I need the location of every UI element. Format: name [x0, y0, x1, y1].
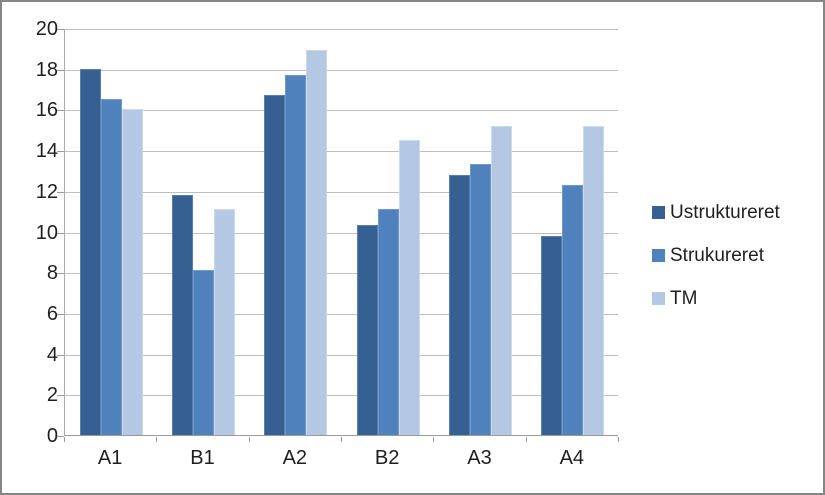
- y-tick-label: 6: [46, 302, 58, 325]
- x-category-label-A1: A1: [97, 447, 123, 469]
- x-category-label-A3: A3: [467, 447, 492, 469]
- bar-B1-Strukureret: [193, 270, 214, 435]
- y-tick-mark: [57, 273, 64, 275]
- y-tick-label: 4: [46, 343, 58, 366]
- bar-A3-TM: [491, 125, 512, 435]
- y-tick-label: 0: [46, 425, 58, 447]
- y-tick-mark: [57, 69, 64, 71]
- y-tick-label: 8: [46, 262, 58, 285]
- gridline-14: [65, 151, 618, 153]
- x-tick-mark: [433, 437, 435, 442]
- y-tick-mark: [57, 354, 64, 356]
- legend-label: Ustruktureret: [670, 201, 780, 223]
- bar-A1-TM: [121, 109, 143, 435]
- x-tick-mark: [156, 437, 158, 442]
- bar-A3-Strukureret: [470, 164, 491, 435]
- bar-B2-TM: [398, 139, 420, 435]
- bar-A3-Ustruktureret: [449, 174, 470, 435]
- y-tick-mark: [57, 110, 64, 112]
- bar-A4-Ustruktureret: [541, 235, 563, 435]
- y-tick-label: 2: [46, 384, 58, 407]
- bar-B2-Strukureret: [377, 209, 399, 435]
- x-category-label-B1: B1: [190, 447, 215, 469]
- gridline-18: [65, 69, 618, 71]
- legend-swatch-icon: [652, 206, 665, 219]
- bar-A1-Strukureret: [100, 99, 122, 435]
- legend-item-Ustruktureret: Ustruktureret: [652, 191, 780, 234]
- bar-B1-TM: [214, 209, 235, 435]
- bar-A2-Ustruktureret: [264, 95, 286, 435]
- bar-A2-TM: [306, 50, 328, 435]
- y-tick-mark: [57, 313, 64, 315]
- chart-legend: Ustruktureret Strukureret TM: [652, 191, 780, 320]
- x-tick-mark: [341, 437, 342, 442]
- y-tick-label: 10: [35, 221, 58, 244]
- bar-A4-Strukureret: [562, 184, 584, 435]
- legend-item-Strukureret: Strukureret: [652, 234, 780, 277]
- gridline-2: [65, 395, 618, 397]
- legend-swatch-icon: [652, 292, 665, 305]
- gridline-10: [65, 232, 618, 234]
- bar-B1-Ustruktureret: [172, 194, 193, 435]
- x-category-label-A2: A2: [282, 447, 308, 469]
- y-tick-label: 14: [35, 140, 58, 163]
- bar-A4-TM: [583, 125, 605, 435]
- legend-item-TM: TM: [652, 277, 780, 320]
- gridline-16: [65, 110, 618, 112]
- gridline-4: [65, 354, 618, 356]
- y-tick-mark: [57, 29, 64, 30]
- gridline-8: [65, 273, 618, 275]
- x-tick-mark: [64, 437, 65, 442]
- x-tick-mark: [618, 437, 619, 442]
- bar-A1-Ustruktureret: [79, 68, 101, 435]
- legend-swatch-icon: [652, 249, 665, 262]
- y-tick-mark: [57, 232, 64, 234]
- y-tick-mark: [57, 151, 64, 153]
- y-tick-mark: [57, 191, 64, 193]
- y-tick-mark: [57, 436, 64, 437]
- x-tick-mark: [525, 437, 527, 442]
- x-category-label-A4: A4: [559, 447, 585, 469]
- x-category-label-B2: B2: [374, 447, 400, 469]
- y-tick-label: 18: [35, 58, 58, 81]
- gridline-12: [65, 191, 618, 193]
- legend-label: TM: [670, 287, 698, 309]
- legend-label: Strukureret: [670, 244, 764, 266]
- y-tick-label: 20: [35, 18, 58, 40]
- y-tick-mark: [57, 395, 64, 397]
- bar-A2-Strukureret: [285, 74, 307, 435]
- y-tick-label: 12: [35, 180, 58, 203]
- y-tick-label: 16: [35, 99, 58, 122]
- gridline-6: [65, 313, 618, 315]
- gridline-20: [65, 29, 618, 30]
- bar-B2-Ustruktureret: [356, 225, 378, 435]
- plot-area: [64, 29, 618, 436]
- x-tick-mark: [248, 437, 250, 442]
